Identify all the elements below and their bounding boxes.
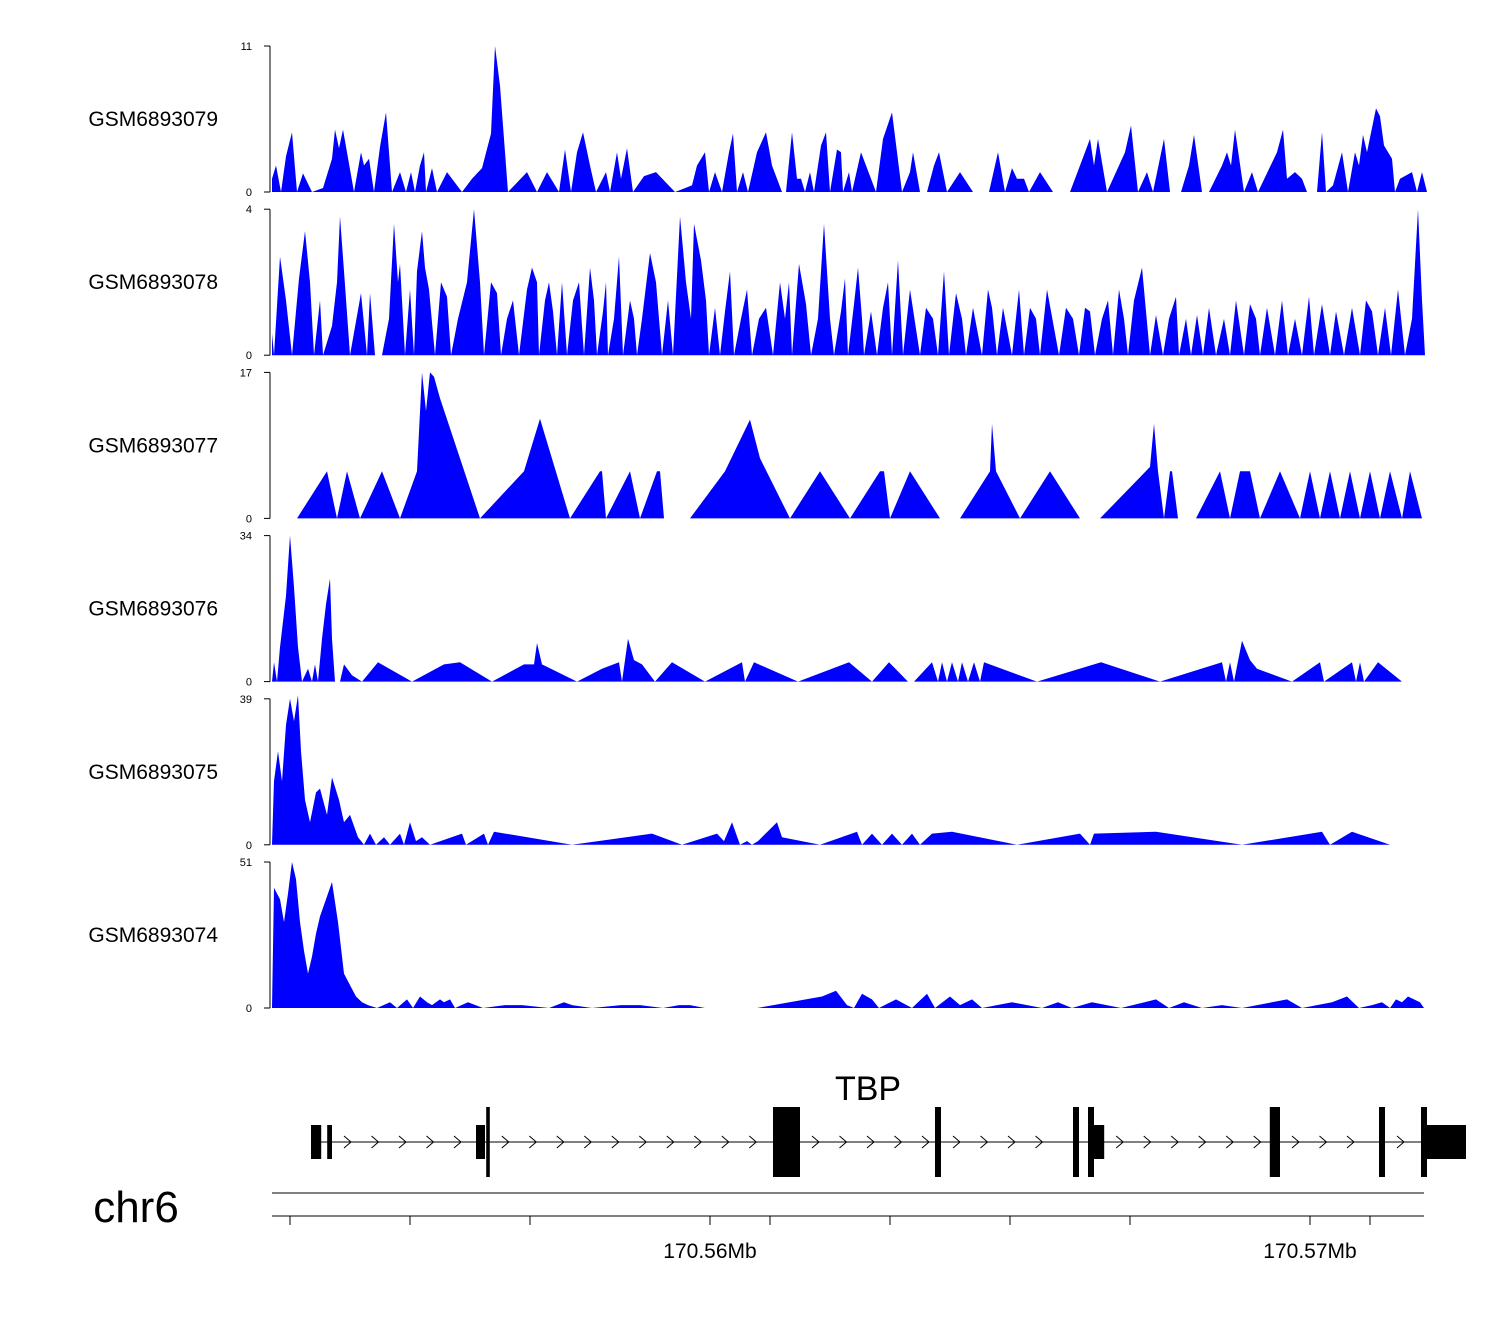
- gene-name: TBP: [835, 1070, 901, 1108]
- strand-arrow: [980, 1135, 989, 1149]
- exon: [311, 1125, 322, 1159]
- strand-arrow: [1291, 1135, 1300, 1149]
- exon: [486, 1107, 490, 1177]
- strand-arrow: [426, 1135, 435, 1149]
- exon: [1427, 1125, 1466, 1159]
- strand-arrow: [866, 1135, 875, 1149]
- track-label: GSM6893077: [88, 434, 218, 457]
- y-axis-tick-label: 4: [246, 204, 252, 216]
- y-axis-tick-label: 0: [246, 187, 252, 199]
- y-axis-tick-label: 0: [246, 677, 252, 689]
- y-axis-tick-label: 51: [240, 857, 252, 869]
- strand-arrow: [1007, 1135, 1016, 1149]
- y-axis-tick-label: 0: [246, 513, 252, 525]
- strand-arrow: [1198, 1135, 1207, 1149]
- strand-arrow: [583, 1135, 593, 1149]
- genome-axis-track: chr6 170.56Mb 170.57Mb: [93, 1183, 1424, 1263]
- strand-arrow: [721, 1135, 730, 1149]
- strand-arrow: [343, 1135, 352, 1149]
- exon: [1421, 1107, 1427, 1177]
- strand-arrow: [1396, 1135, 1405, 1149]
- strand-arrow: [638, 1135, 648, 1149]
- strand-arrow: [666, 1135, 675, 1149]
- strand-arrow: [1143, 1135, 1152, 1149]
- strand-arrow: [952, 1135, 961, 1149]
- coverage-area: [272, 535, 1402, 682]
- strand-arrow: [1035, 1135, 1044, 1149]
- strand-arrow: [453, 1135, 462, 1149]
- chromosome-label: chr6: [93, 1183, 179, 1232]
- y-axis-tick-label: 0: [246, 840, 252, 852]
- coverage-area: [272, 46, 1427, 192]
- track-label: GSM6893074: [88, 924, 218, 947]
- y-axis-tick-label: 11: [241, 41, 252, 53]
- exon: [773, 1107, 800, 1177]
- strand-arrow: [1346, 1135, 1355, 1149]
- strand-arrow: [1115, 1135, 1124, 1149]
- strand-arrow: [894, 1135, 903, 1149]
- exon: [1088, 1107, 1094, 1177]
- y-axis-tick-label: 39: [240, 694, 252, 706]
- coverage-area: [272, 862, 1424, 1008]
- exon: [327, 1125, 332, 1159]
- exon: [935, 1107, 941, 1177]
- strand-arrow: [839, 1135, 848, 1149]
- track-label: GSM6893078: [88, 271, 218, 294]
- strand-arrow: [501, 1135, 510, 1149]
- exon: [476, 1125, 485, 1159]
- coverage-area: [272, 695, 1390, 845]
- track-label: GSM6893075: [88, 761, 218, 784]
- strand-arrow: [811, 1135, 820, 1149]
- track-GSM6893076: GSM6893076 34 0: [88, 531, 1402, 689]
- y-axis-tick-label: 34: [240, 531, 252, 543]
- strand-arrow: [1319, 1135, 1328, 1149]
- gene-model-track: TBP: [311, 1070, 1466, 1177]
- strand-arrow: [921, 1135, 930, 1149]
- strand-arrow: [1225, 1135, 1234, 1149]
- track-GSM6893077: GSM6893077 17 0: [88, 367, 1422, 525]
- strand-arrow: [528, 1135, 538, 1149]
- track-label: GSM6893079: [88, 108, 218, 131]
- y-axis-tick-label: 0: [246, 350, 252, 362]
- strand-arrow: [611, 1135, 620, 1149]
- coverage-area: [297, 372, 1422, 519]
- strand-arrow: [748, 1135, 758, 1149]
- strand-arrow: [693, 1135, 703, 1149]
- strand-arrow: [398, 1135, 407, 1149]
- strand-arrow: [1170, 1135, 1179, 1149]
- strand-arrow: [556, 1135, 565, 1149]
- exon: [1269, 1107, 1280, 1177]
- track-GSM6893075: GSM6893075 39 0: [88, 694, 1390, 852]
- coverage-tracks: GSM6893079110GSM689307840GSM6893077170GS…: [88, 41, 1427, 1015]
- strand-arrow: [371, 1135, 380, 1149]
- strand-arrow: [1253, 1135, 1262, 1149]
- y-axis-tick-label: 0: [246, 1003, 252, 1015]
- coverage-area: [272, 209, 1425, 356]
- track-GSM6893078: GSM6893078 4 0: [88, 204, 1425, 362]
- track-label: GSM6893076: [88, 598, 218, 621]
- exon: [1094, 1125, 1105, 1159]
- y-axis-tick-label: 17: [240, 367, 252, 379]
- track-GSM6893074: GSM6893074 51 0: [88, 857, 1424, 1015]
- exon: [1379, 1107, 1385, 1177]
- axis-tick-label: 170.56Mb: [663, 1240, 756, 1263]
- track-GSM6893079: GSM6893079 11 0: [88, 41, 1427, 199]
- axis-tick-label: 170.57Mb: [1263, 1240, 1356, 1263]
- exon: [1073, 1107, 1079, 1177]
